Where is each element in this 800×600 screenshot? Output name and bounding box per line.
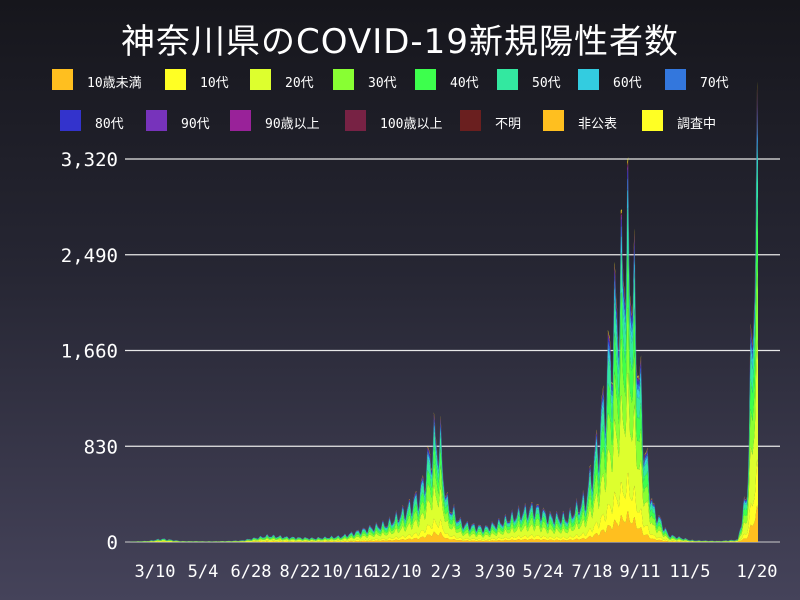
y-tick-label: 830 [84, 436, 118, 458]
series-area [130, 261, 758, 542]
legend-swatch [146, 110, 167, 131]
series-area [130, 81, 758, 542]
x-tick-label: 11/5 [670, 562, 711, 582]
legend-label: 50代 [532, 76, 561, 91]
legend-swatch [230, 110, 251, 131]
legend-label: 100歳以上 [380, 117, 443, 132]
series-area [130, 118, 758, 542]
x-tick-label: 5/4 [188, 562, 219, 582]
legend-label: 調査中 [677, 117, 717, 132]
legend-swatch [165, 69, 186, 90]
legend-label: 90代 [181, 117, 210, 132]
legend-swatch [543, 110, 564, 131]
legend-label: 70代 [700, 76, 729, 91]
legend-label: 90歳以上 [265, 117, 320, 132]
legend-label: 80代 [95, 117, 124, 132]
x-tick-label: 8/22 [280, 562, 321, 582]
legend-swatch [415, 69, 436, 90]
x-tick-label: 1/20 [737, 562, 778, 582]
y-axis-ticks: 0 830 1,660 2,490 3,320 [61, 149, 118, 554]
series-area [130, 95, 758, 542]
legend-label: 不明 [495, 117, 522, 132]
x-tick-label: 3/30 [475, 562, 516, 582]
y-tick-label: 3,320 [61, 149, 118, 171]
legend-swatch [250, 69, 271, 90]
x-tick-label: 7/18 [572, 562, 613, 582]
legend-swatch [333, 69, 354, 90]
legend-label: 10代 [200, 76, 229, 91]
legend-swatch [60, 110, 81, 131]
legend-label: 20代 [285, 76, 314, 91]
legend-label: 30代 [368, 76, 397, 91]
legend-label: 40代 [450, 76, 479, 91]
y-tick-label: 0 [107, 532, 118, 554]
x-tick-label: 5/24 [523, 562, 564, 582]
x-tick-label: 10/16 [322, 562, 373, 582]
stacked-areas [130, 81, 758, 542]
legend-swatch [52, 69, 73, 90]
x-tick-label: 12/10 [370, 562, 421, 582]
chart-title: 神奈川県のCOVID-19新規陽性者数 [121, 22, 679, 62]
gridlines [125, 158, 780, 543]
x-tick-label: 3/10 [135, 562, 176, 582]
series-area [130, 86, 758, 542]
x-tick-label: 9/11 [620, 562, 661, 582]
legend-swatch [497, 69, 518, 90]
series-area [130, 87, 758, 542]
y-tick-label: 2,490 [61, 245, 118, 267]
series-area [130, 459, 758, 542]
series-area [130, 339, 758, 542]
legend-swatch [345, 110, 366, 131]
x-tick-label: 2/3 [431, 562, 462, 582]
series-area [130, 88, 758, 542]
legend-swatch [460, 110, 481, 131]
series-area [130, 104, 758, 542]
legend-swatch [665, 69, 686, 90]
legend-label: 非公表 [578, 117, 618, 132]
series-area [130, 505, 758, 542]
legend-swatch [642, 110, 663, 131]
series-area [130, 141, 758, 542]
legend-swatch [578, 69, 599, 90]
series-area [130, 196, 758, 542]
legend-label: 10歳未満 [87, 76, 142, 91]
x-tick-label: 6/28 [231, 562, 272, 582]
legend-label: 60代 [613, 76, 642, 91]
series-area [130, 83, 758, 542]
y-tick-label: 1,660 [61, 341, 118, 363]
